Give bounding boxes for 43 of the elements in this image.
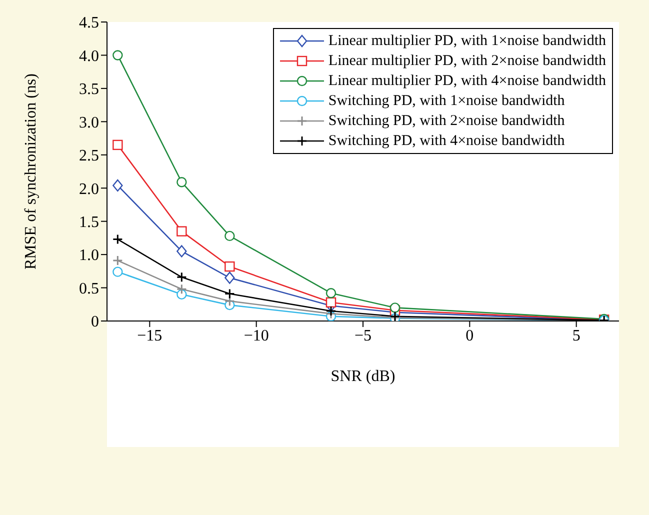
y-tick-label: 0.5 — [79, 280, 99, 298]
point — [112, 179, 123, 192]
y-tick-label: 0 — [91, 314, 99, 331]
x-tick-label: 5 — [572, 327, 580, 344]
point — [224, 296, 235, 306]
x-tick-label: 0 — [466, 327, 474, 344]
legend-label: Switching PD, with 2×noise bandwidth — [328, 112, 565, 130]
y-tick-label: 1.5 — [79, 214, 99, 232]
point — [176, 245, 187, 258]
legend-label: Switching PD, with 4×noise bandwidth — [328, 132, 565, 150]
point — [224, 261, 235, 272]
x-tick-label: −5 — [354, 327, 372, 344]
point — [224, 272, 235, 284]
point — [112, 266, 123, 277]
point — [326, 306, 336, 316]
y-tick-label: 2.5 — [79, 148, 99, 165]
legend-label: Linear multiplier PD, with 2×noise bandwidth — [328, 52, 606, 70]
legend-label: Linear multiplier PD, with 1×noise bandwidth — [328, 32, 606, 50]
y-tick-label: 3.5 — [79, 81, 99, 98]
legend-label: Linear multiplier PD, with 4×noise bandwidth — [328, 72, 606, 90]
point — [224, 288, 235, 300]
y-tick-label: 1.0 — [79, 247, 99, 264]
point — [112, 234, 123, 245]
x-tick-label: −15 — [137, 327, 162, 344]
y-tick-label: 4.0 — [79, 48, 99, 65]
point — [112, 50, 123, 60]
point — [176, 226, 187, 236]
x-axis-title: SNR (dB) — [330, 368, 396, 385]
x-tick-label: −10 — [244, 327, 269, 344]
y-tick-label: 4.5 — [79, 14, 99, 32]
y-tick-label: 3.0 — [79, 114, 99, 132]
point — [176, 177, 187, 188]
point — [112, 255, 123, 266]
y-tick-label: 2.0 — [79, 180, 99, 198]
point — [326, 297, 336, 308]
point — [176, 284, 187, 294]
point — [390, 302, 400, 313]
point — [176, 272, 187, 282]
y-axis-title: RMSE of synchronization (ns) — [22, 74, 40, 270]
point — [326, 288, 336, 298]
legend-label: Switching PD, with 1×noise bandwidth — [328, 92, 565, 110]
point — [112, 140, 123, 150]
point — [224, 230, 235, 242]
